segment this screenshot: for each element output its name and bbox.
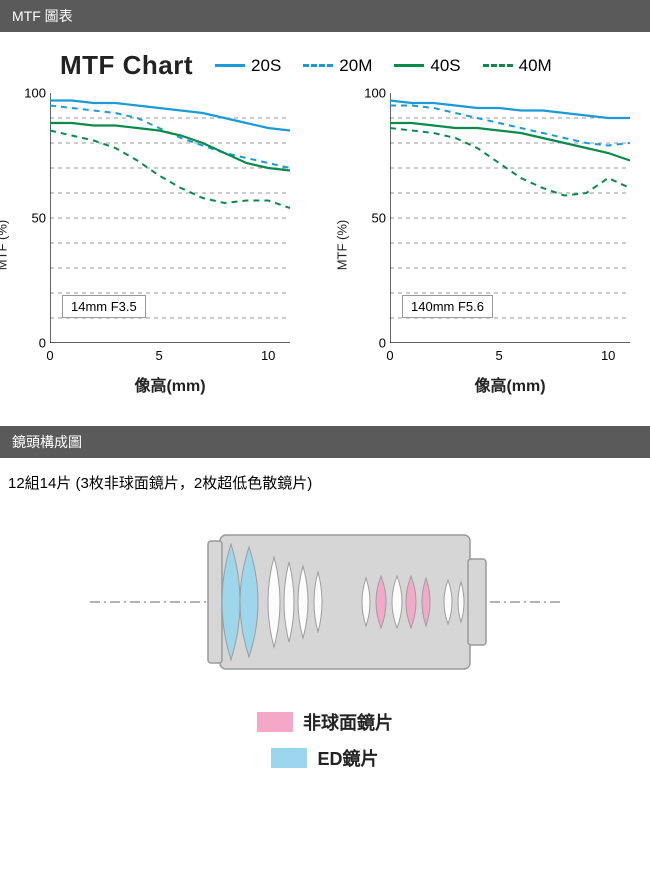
mtf-charts-row: MTF (%) 050100 14mm F3.5 0510 像高(mm) MTF… [0, 93, 650, 426]
mtf-yticks-1: 050100 [18, 93, 46, 343]
mtf-xlabel-2: 像高(mm) [390, 372, 630, 396]
lens-swatch-ed [271, 748, 307, 768]
legend-swatch-20s [215, 64, 245, 67]
legend-swatch-40s [394, 64, 424, 67]
lens-diagram-wrap [0, 507, 650, 705]
mtf-xlabel-1: 像高(mm) [50, 372, 290, 396]
lens-section-header: 鏡頭構成圖 [0, 426, 650, 458]
legend-20m: 20M [303, 56, 372, 76]
mtf-section-header: MTF 圖表 [0, 0, 650, 32]
mtf-chart-title: MTF Chart [60, 50, 193, 81]
legend-40m: 40M [483, 56, 552, 76]
mtf-annot-2: 140mm F5.6 [402, 295, 493, 318]
lens-spec-text: 12組14片 (3枚非球面鏡片，2枚超低色散鏡片) [0, 458, 650, 507]
mtf-plot-2: 140mm F5.6 [390, 93, 630, 348]
mtf-xticks-2: 0510 [390, 348, 630, 366]
lens-legend-asph: 非球面鏡片 [257, 709, 393, 735]
lens-legend-ed-label: ED鏡片 [317, 745, 378, 771]
legend-label-40s: 40S [430, 56, 460, 76]
legend-label-20m: 20M [339, 56, 372, 76]
mtf-ylabel-2: MTF (%) [335, 219, 350, 270]
lens-legend: 非球面鏡片 ED鏡片 [0, 705, 650, 791]
legend-label-20s: 20S [251, 56, 281, 76]
lens-legend-ed: ED鏡片 [271, 745, 378, 771]
lens-legend-asph-label: 非球面鏡片 [303, 709, 393, 735]
lens-swatch-asph [257, 712, 293, 732]
mtf-chart-2: MTF (%) 050100 140mm F5.6 0510 像高(mm) [350, 93, 630, 396]
mtf-chart-1: MTF (%) 050100 14mm F3.5 0510 像高(mm) [10, 93, 290, 396]
legend-20s: 20S [215, 56, 281, 76]
legend-40s: 40S [394, 56, 460, 76]
mtf-title-row: MTF Chart 20S 20M 40S 40M [0, 32, 650, 93]
mtf-annot-1: 14mm F3.5 [62, 295, 146, 318]
mtf-yticks-2: 050100 [358, 93, 386, 343]
lens-diagram [90, 517, 560, 687]
legend-swatch-40m [483, 64, 513, 67]
legend-label-40m: 40M [519, 56, 552, 76]
legend-swatch-20m [303, 64, 333, 67]
mtf-xticks-1: 0510 [50, 348, 290, 366]
mtf-ylabel-1: MTF (%) [0, 219, 10, 270]
mtf-plot-1: 14mm F3.5 [50, 93, 290, 348]
